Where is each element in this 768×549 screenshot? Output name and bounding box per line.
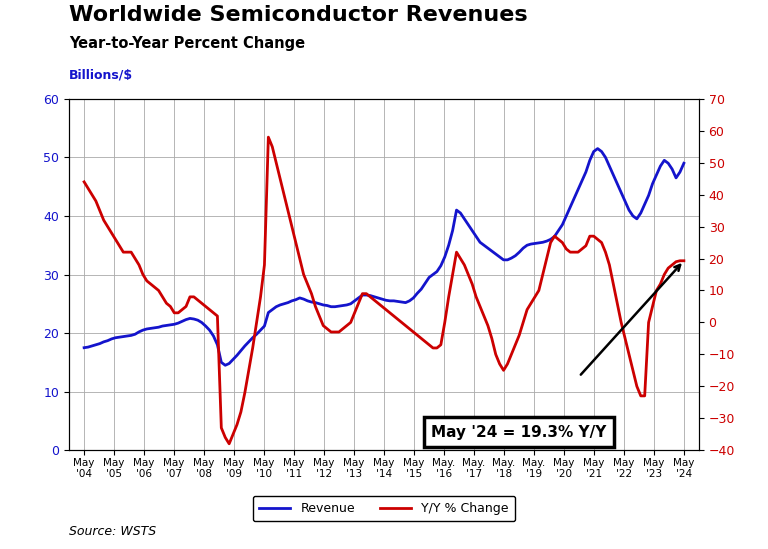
Text: Billions/$: Billions/$ (69, 69, 133, 82)
Text: Year-to-Year Percent Change: Year-to-Year Percent Change (69, 36, 305, 51)
Text: Worldwide Semiconductor Revenues: Worldwide Semiconductor Revenues (69, 5, 528, 25)
Legend: Revenue, Y/Y % Change: Revenue, Y/Y % Change (253, 496, 515, 521)
Text: May '24 = 19.3% Y/Y: May '24 = 19.3% Y/Y (432, 424, 607, 440)
Text: Source: WSTS: Source: WSTS (69, 525, 156, 538)
